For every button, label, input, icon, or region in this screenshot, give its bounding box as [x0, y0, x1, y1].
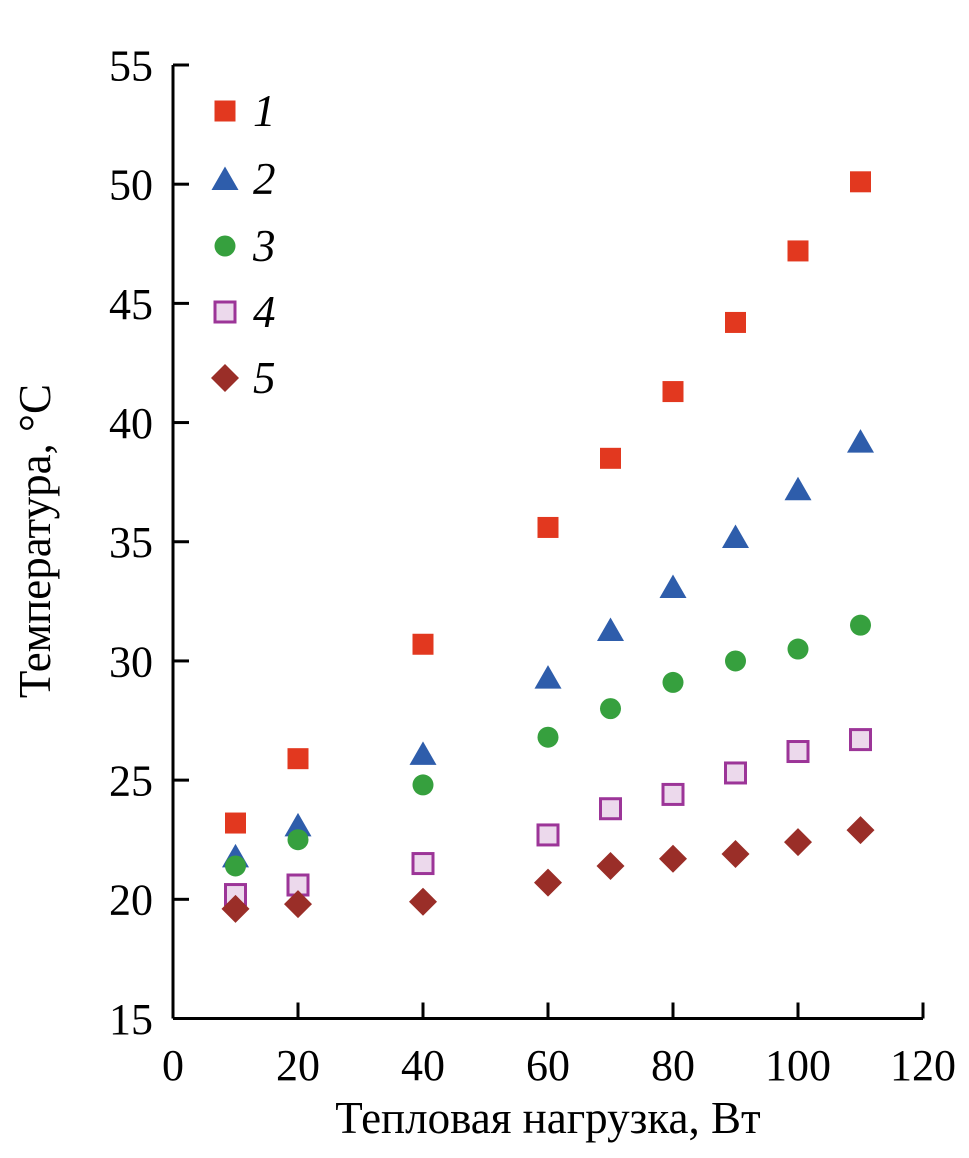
legend-label: 2 [253, 154, 276, 204]
x-tick-label: 60 [526, 1041, 570, 1090]
data-point-series-3 [287, 829, 309, 851]
legend-marker-filled-square [214, 100, 236, 122]
data-point-series-2 [659, 574, 687, 599]
x-tick-label: 80 [651, 1041, 695, 1090]
data-point-series-5 [721, 840, 750, 869]
data-point-series-5 [409, 887, 437, 916]
legend-label: 4 [253, 287, 276, 337]
data-point-series-2 [847, 429, 874, 453]
data-point-series-5 [596, 851, 625, 880]
y-tick-label: 20 [109, 876, 153, 925]
data-point-series-4 [599, 797, 622, 821]
legend-label: 3 [252, 221, 276, 271]
x-tick-label: 20 [276, 1041, 320, 1090]
data-point-series-3 [412, 774, 434, 796]
data-point-series-2 [284, 812, 312, 837]
legend-item-3: 3 [214, 221, 276, 271]
y-tick-label: 50 [109, 161, 153, 210]
x-tick-label: 0 [162, 1041, 184, 1090]
series-2 [222, 429, 874, 868]
legend-marker-filled-triangle [211, 166, 239, 190]
axis-ticks [173, 63, 925, 1019]
y-axis-title: Температура, °C [10, 384, 60, 698]
series-5 [221, 816, 875, 923]
data-point-series-3 [662, 671, 684, 693]
data-point-series-3 [225, 855, 246, 877]
y-tick-label: 15 [109, 995, 153, 1044]
data-point-series-3 [725, 650, 746, 672]
x-tick-label: 40 [401, 1041, 445, 1090]
data-point-series-3 [850, 614, 871, 636]
data-point-series-3 [600, 698, 621, 720]
data-point-series-4 [786, 740, 810, 764]
data-point-series-2 [722, 524, 749, 548]
y-tick-label: 55 [109, 41, 153, 90]
data-point-series-1 [600, 447, 621, 469]
data-point-series-1 [537, 516, 559, 538]
y-tick-label: 35 [109, 518, 153, 567]
data-point-series-2 [534, 665, 562, 689]
data-point-series-5 [221, 894, 250, 923]
legend-marker-open-square [213, 300, 237, 324]
data-point-series-1 [412, 633, 434, 655]
data-point-series-5 [284, 890, 312, 919]
legend-item-4: 4 [213, 287, 276, 337]
data-point-series-1 [725, 311, 746, 333]
x-tick-label: 120 [890, 1041, 956, 1090]
series-3 [225, 614, 871, 877]
data-point-series-4 [536, 823, 560, 847]
y-tick-label: 40 [109, 399, 153, 448]
legend-marker-filled-circle [214, 235, 236, 257]
legend: 1 2 3 4 5 [211, 86, 276, 403]
data-point-series-2 [784, 476, 812, 501]
legend-label: 1 [253, 86, 276, 136]
data-point-series-2 [597, 617, 624, 641]
y-tick-label: 30 [109, 637, 153, 686]
data-point-series-4 [849, 728, 872, 752]
data-points [221, 171, 875, 923]
data-point-series-4 [411, 852, 435, 876]
series-1 [225, 171, 871, 834]
x-tick-label: 100 [765, 1041, 831, 1090]
data-point-series-5 [846, 816, 875, 845]
data-point-series-3 [787, 638, 809, 660]
y-tick-label: 45 [109, 280, 153, 329]
data-point-series-1 [850, 171, 871, 193]
data-point-series-1 [662, 381, 684, 403]
data-point-series-4 [661, 782, 685, 806]
data-point-series-4 [724, 761, 747, 785]
data-point-series-2 [409, 741, 437, 765]
data-point-series-5 [784, 828, 812, 857]
legend-item-1: 1 [214, 86, 276, 136]
legend-marker-filled-diamond [211, 364, 239, 392]
y-tick-label: 25 [109, 757, 153, 806]
data-point-series-1 [225, 812, 246, 834]
data-point-series-5 [534, 868, 562, 897]
data-point-series-1 [287, 748, 309, 770]
data-point-series-3 [537, 726, 559, 748]
data-point-series-1 [787, 240, 809, 262]
legend-label: 5 [253, 353, 276, 403]
data-point-series-5 [659, 844, 687, 873]
x-axis-title: Тепловая нагрузка, Вт [335, 1093, 760, 1143]
series-4 [224, 728, 872, 907]
legend-item-2: 2 [211, 154, 276, 204]
legend-item-5: 5 [211, 353, 276, 403]
